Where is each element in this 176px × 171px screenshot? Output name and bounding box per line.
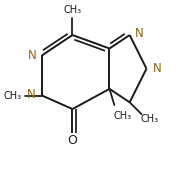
Text: CH₃: CH₃: [114, 111, 132, 121]
Text: CH₃: CH₃: [141, 114, 159, 124]
Text: N: N: [28, 49, 36, 62]
Text: CH₃: CH₃: [4, 91, 22, 101]
Text: N: N: [27, 88, 36, 101]
Text: CH₃: CH₃: [63, 5, 81, 15]
Text: N: N: [134, 27, 143, 40]
Text: N: N: [153, 62, 162, 75]
Text: O: O: [68, 134, 77, 147]
